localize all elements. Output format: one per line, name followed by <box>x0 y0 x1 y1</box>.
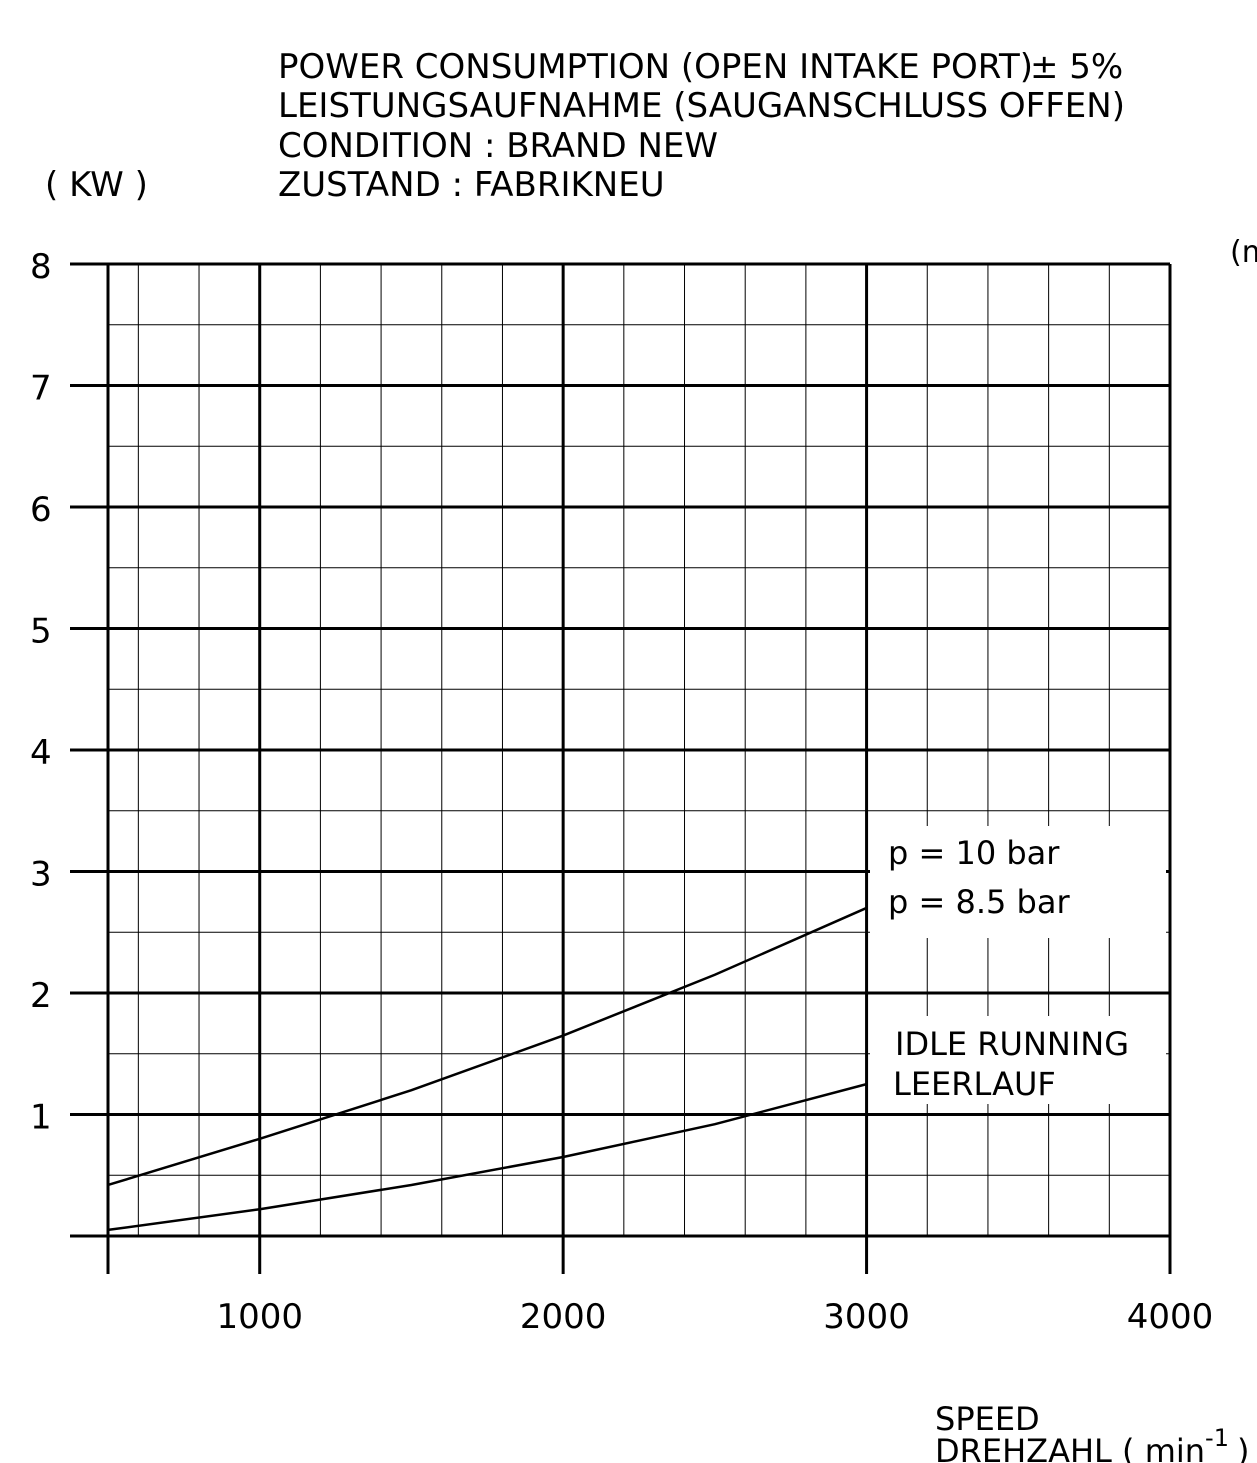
title-line-1: POWER CONSUMPTION (OPEN INTAKE PORT) <box>278 47 1033 87</box>
title-line-4: ZUSTAND : FABRIKNEU <box>278 165 665 205</box>
y-axis-unit: ( KW ) <box>45 165 148 205</box>
x-axis-label-close: ) <box>1237 1432 1249 1463</box>
y-tick-label: 1 <box>30 1098 52 1138</box>
x-tick-label: 1000 <box>216 1297 303 1337</box>
x-tick-label: 4000 <box>1127 1297 1214 1337</box>
series-lines <box>107 906 868 1232</box>
x-tick-label: 3000 <box>823 1297 910 1337</box>
x-tick-label: 2000 <box>520 1297 607 1337</box>
y-tick-labels: 1 2 3 4 5 6 7 8 <box>30 247 52 1138</box>
x-axis-label-line-1: SPEED <box>935 1400 1040 1438</box>
y-tick-label: 7 <box>30 369 52 409</box>
right-axis-unit-fragment: (m <box>1230 235 1257 270</box>
y-tick-label: 5 <box>30 612 52 652</box>
legend-label-8-5bar: p = 8.5 bar <box>888 883 1070 921</box>
x-axis-label-line-2: DREHZAHL ( min-1) <box>935 1424 1249 1463</box>
series-line-2 <box>107 1082 867 1232</box>
y-tick-label: 3 <box>30 855 52 895</box>
tolerance-label: ± 5% <box>1030 47 1123 87</box>
y-tick-label: 2 <box>30 976 52 1016</box>
title-line-2: LEISTUNGSAUFNAHME (SAUGANSCHLUSS OFFEN) <box>278 86 1125 126</box>
idle-label-line-2: LEERLAUF <box>893 1065 1056 1103</box>
y-tick-label: 4 <box>30 733 52 773</box>
legend-background <box>870 826 1166 938</box>
title-line-3: CONDITION : BRAND NEW <box>278 126 718 166</box>
y-tick-label: 8 <box>30 247 52 287</box>
idle-label-line-1: IDLE RUNNING <box>895 1025 1129 1063</box>
idle-label-background <box>870 1016 1166 1104</box>
series-line-1 <box>107 906 868 1187</box>
x-tick-labels: 1000 2000 3000 4000 <box>216 1297 1213 1337</box>
x-axis-label-text: DREHZAHL ( min <box>935 1432 1205 1463</box>
y-tick-label: 6 <box>30 490 52 530</box>
x-axis-label-exponent: -1 <box>1205 1424 1229 1452</box>
major-grid <box>70 262 1172 1274</box>
legend-label-10bar: p = 10 bar <box>888 834 1060 872</box>
